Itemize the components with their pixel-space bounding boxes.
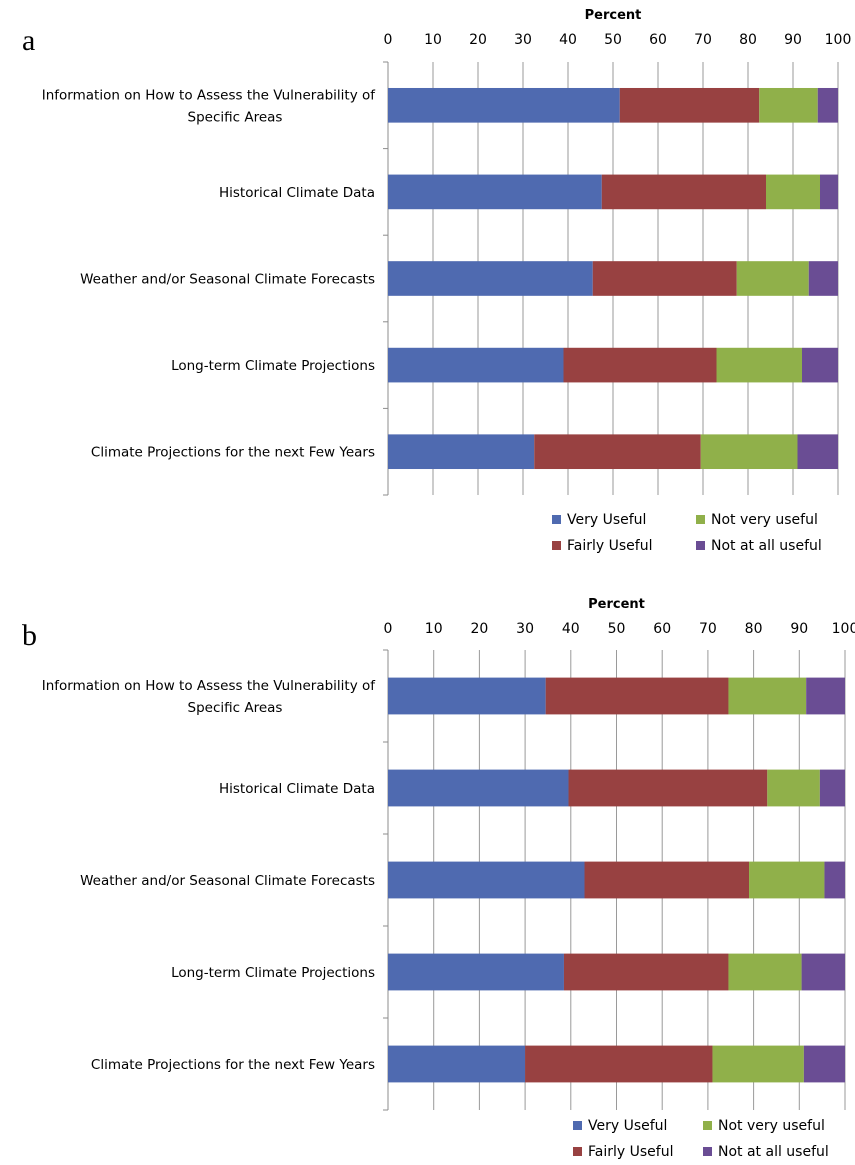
legend-swatch [696,515,705,524]
chart-b: b Percent 0 10 20 30 40 50 60 70 80 90 100 Informatio… [22,597,855,1160]
bar-segment-very-useful [388,347,564,383]
bar-segment-fairly-useful [545,677,729,715]
bar-segment-not-very-useful [767,769,820,807]
category-label: Weather and/or Seasonal Climate Forecast… [80,873,375,889]
bar-segment-very-useful [388,261,593,296]
bar-segment-fairly-useful [601,174,766,210]
legend-label: Not at all useful [718,1144,829,1160]
legend-label: Very Useful [567,512,646,528]
bar-segment-very-useful [388,769,569,807]
legend-swatch [573,1121,582,1130]
x-tick-label: 10 [424,32,442,48]
x-tick-label: 50 [608,621,626,637]
category-label: Historical Climate Data [219,781,375,797]
bar-segment-very-useful [388,1045,526,1083]
panel-label: a [22,24,35,57]
x-tick-label: 20 [469,32,487,48]
bar-segment-not-very-useful [728,953,802,991]
bar-segment-not-very-useful [728,677,807,715]
legend-swatch [552,541,561,550]
category-label: Historical Climate Data [219,185,375,201]
legend-label: Not very useful [718,1118,825,1134]
bar-segment-not-very-useful [716,347,802,383]
bar-segment-not-at-all-useful [808,261,838,296]
category-label: Specific Areas [188,700,283,716]
category-label: Information on How to Assess the Vulnera… [42,87,377,103]
category-label: Long-term Climate Projections [171,965,375,981]
legend-label: Fairly Useful [567,538,652,554]
x-axis-title: Percent [588,597,645,612]
x-tick-label: 40 [562,621,580,637]
legend-swatch [696,541,705,550]
category-label: Long-term Climate Projections [171,358,375,374]
category-label: Climate Projections for the next Few Yea… [91,1057,375,1073]
x-tick-label: 0 [384,621,393,637]
x-axis-title: Percent [585,8,642,23]
category-label: Climate Projections for the next Few Yea… [91,445,375,461]
bar-segment-very-useful [388,434,535,470]
x-tick-label: 80 [739,32,757,48]
x-tick-label: 30 [516,621,534,637]
bar-segment-not-at-all-useful [824,861,845,899]
bar-segment-fairly-useful [563,953,729,991]
bar-segment-not-at-all-useful [803,1045,845,1083]
x-tick-label: 80 [745,621,763,637]
bar-segment-not-at-all-useful [819,769,845,807]
bar-segment-not-very-useful [712,1045,804,1083]
x-tick-label: 70 [694,32,712,48]
x-tick-label: 20 [470,621,488,637]
bar-segment-not-at-all-useful [802,347,838,383]
x-tick-label: 30 [514,32,532,48]
bar-segment-not-very-useful [766,174,820,210]
legend-swatch [703,1147,712,1156]
legend-swatch [703,1121,712,1130]
x-tick-label: 70 [699,621,717,637]
bar-segment-very-useful [388,677,546,715]
chart-a: a Percent 0 10 20 30 40 50 60 70 80 90 100 Informatio… [22,8,851,554]
x-tick-label: 0 [384,32,393,48]
bar-segment-not-very-useful [759,87,818,123]
x-tick-label: 60 [649,32,667,48]
x-tick-label: 10 [425,621,443,637]
bar-segment-fairly-useful [563,347,717,383]
bar-segment-not-very-useful [736,261,809,296]
bar-segment-not-at-all-useful [817,87,838,123]
legend-label: Fairly Useful [588,1144,673,1160]
bar-segment-not-at-all-useful [801,953,845,991]
bar-segment-fairly-useful [592,261,737,296]
x-tick-label: 40 [559,32,577,48]
category-label: Information on How to Assess the Vulnera… [42,678,377,694]
bar-segment-fairly-useful [534,434,701,470]
legend-swatch [573,1147,582,1156]
bar-segment-not-at-all-useful [820,174,838,210]
x-tick-label: 90 [784,32,802,48]
bar-segment-fairly-useful [525,1045,713,1083]
bar-segment-very-useful [388,861,585,899]
bar-segment-fairly-useful [584,861,750,899]
x-tick-label: 90 [790,621,808,637]
bar-segment-fairly-useful [568,769,768,807]
bar-segment-very-useful [388,953,564,991]
bar-segment-not-very-useful [700,434,798,470]
bar-segment-not-very-useful [749,861,825,899]
bar-segment-fairly-useful [619,87,760,123]
bar-segment-very-useful [388,174,602,210]
x-tick-label: 60 [653,621,671,637]
bar-segment-not-at-all-useful [806,677,845,715]
legend-label: Very Useful [588,1118,667,1134]
category-label: Specific Areas [188,109,283,125]
legend-label: Not at all useful [711,538,822,554]
category-label: Weather and/or Seasonal Climate Forecast… [80,272,375,288]
legend-swatch [552,515,561,524]
bar-segment-very-useful [388,87,620,123]
x-tick-label: 100 [825,32,852,48]
panel-label: b [22,619,37,652]
x-tick-label: 100 [832,621,855,637]
bar-segment-not-at-all-useful [797,434,838,470]
legend-label: Not very useful [711,512,818,528]
x-tick-label: 50 [604,32,622,48]
